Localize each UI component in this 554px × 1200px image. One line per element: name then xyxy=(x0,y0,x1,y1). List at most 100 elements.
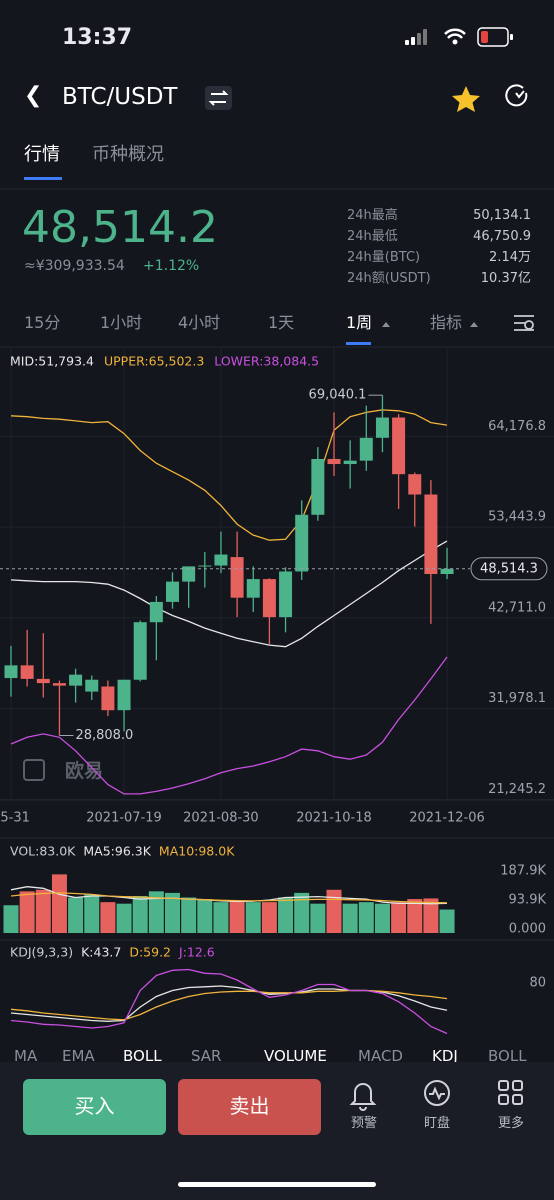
x-tick-label: 05-31 xyxy=(0,811,30,826)
indicator-tab[interactable]: BOLL xyxy=(123,1047,162,1065)
candle-body xyxy=(166,581,179,602)
volume-bar xyxy=(439,909,455,933)
tab-underline xyxy=(24,177,62,180)
volume-bar xyxy=(132,895,148,933)
annotation: 28,808.0 xyxy=(75,728,133,743)
history-icon[interactable] xyxy=(505,84,528,107)
candle-body xyxy=(327,458,341,465)
candle-body xyxy=(408,474,422,495)
y-tick-label: 0.000 xyxy=(509,922,546,937)
interval[interactable]: 4小时 xyxy=(178,313,221,332)
volume-bar xyxy=(68,897,84,933)
settings-icon[interactable] xyxy=(514,315,534,331)
volume-bar xyxy=(165,892,180,933)
candle-body xyxy=(182,566,196,582)
pair-title: BTC/USDT xyxy=(62,84,178,110)
volume-bar xyxy=(19,891,35,933)
indicator-tab[interactable]: VOLUME xyxy=(264,1047,327,1065)
candle-body xyxy=(117,679,131,711)
x-tick-label: 2021-10-18 xyxy=(296,811,372,826)
tab[interactable]: 币种概况 xyxy=(92,144,164,165)
candle-body xyxy=(392,417,406,475)
indicator-tab[interactable]: EMA xyxy=(62,1047,95,1065)
watch-label[interactable]: 盯盘 xyxy=(423,1116,450,1131)
change: +1.12% xyxy=(143,258,200,274)
indicator-tab[interactable]: MA xyxy=(14,1047,38,1065)
interval[interactable]: 15分 xyxy=(24,313,61,332)
tab-active[interactable]: 行情 xyxy=(24,144,60,165)
indicator-menu[interactable]: 指标 xyxy=(430,313,463,332)
x-tick-label: 2021-08-30 xyxy=(183,811,259,826)
candle-body xyxy=(295,514,309,572)
y-tick-label: 64,176.8 xyxy=(488,419,546,434)
volume-bar xyxy=(84,894,100,933)
legend-title: VOL:83.0K xyxy=(10,844,76,859)
indicator-tab[interactable]: SAR xyxy=(191,1047,222,1065)
indicator-line xyxy=(10,892,448,904)
candle-body xyxy=(424,494,438,575)
volume-bar xyxy=(391,902,407,933)
stat-label: 24h最低 xyxy=(347,229,398,244)
y-tick-label: 21,245.2 xyxy=(488,782,546,797)
volume-bar xyxy=(116,903,132,933)
x-tick-label: 2021-12-06 xyxy=(409,811,485,826)
alert-icon[interactable] xyxy=(349,1083,377,1111)
volume-bar xyxy=(213,902,229,933)
volume-bar xyxy=(35,889,51,933)
interval[interactable]: 1小时 xyxy=(100,313,143,332)
indicator-line xyxy=(10,540,448,648)
annotation: 69,040.1 xyxy=(309,388,367,403)
indicator-tab[interactable]: BOLL xyxy=(488,1047,527,1065)
interval-active[interactable]: 1周 xyxy=(346,313,373,332)
volume-bar xyxy=(3,905,19,933)
indicator-line xyxy=(10,656,448,795)
indicator-line xyxy=(10,989,448,1021)
candle-body xyxy=(4,665,18,679)
volume-bar xyxy=(229,900,245,933)
chart: 05-31 2021-07-19 2021-08-30 2021-10-18 2021-… xyxy=(0,27,554,1035)
candle-body xyxy=(214,554,228,566)
y-tick-label: 93.9K xyxy=(509,893,547,908)
status-icons xyxy=(405,27,513,47)
y-tick-label: 53,443.9 xyxy=(488,510,546,525)
indicator-tab[interactable]: MACD xyxy=(358,1047,403,1065)
action-icons xyxy=(349,1080,523,1111)
stat-value: 2.14万 xyxy=(489,250,531,265)
sell-button[interactable] xyxy=(178,1079,321,1135)
volume-bar xyxy=(423,898,439,933)
legend-entry: J:12.6 xyxy=(178,945,215,960)
legend-entry: UPPER:65,502.3 xyxy=(104,354,204,369)
y-tick-label: 31,978.1 xyxy=(488,691,546,706)
candle-body xyxy=(343,460,357,465)
buy-button[interactable] xyxy=(23,1079,166,1135)
more-label[interactable]: 更多 xyxy=(497,1116,524,1131)
volume-bar xyxy=(342,903,358,933)
more-icon[interactable] xyxy=(498,1080,509,1091)
interval[interactable]: 1天 xyxy=(268,313,295,332)
current-price-label: 48,514.3 xyxy=(480,561,538,576)
y-tick-label: 80 xyxy=(529,976,546,991)
y-tick-label: 42,711.0 xyxy=(488,600,546,615)
candle-body xyxy=(101,686,115,711)
favorite-star[interactable] xyxy=(452,86,480,112)
legend-entry: MA10:98.0K xyxy=(159,844,235,859)
watch-icon[interactable] xyxy=(424,1080,450,1106)
candle-body xyxy=(440,568,454,575)
legend-title: KDJ(9,3,3) xyxy=(10,945,73,960)
current-price-box xyxy=(470,557,548,581)
watermark: 欧易 xyxy=(65,760,104,782)
switch-icon[interactable] xyxy=(205,86,232,110)
back-button[interactable]: ❮ xyxy=(24,83,43,108)
candle-body xyxy=(36,678,50,684)
candle-body xyxy=(279,571,293,618)
y-tick-label: 187.9K xyxy=(500,864,546,879)
last-price: 48,514.2 xyxy=(22,202,218,253)
indicator-tab[interactable]: KDJ xyxy=(432,1047,458,1065)
candle-body xyxy=(52,683,66,686)
alert-label[interactable]: 预警 xyxy=(350,1116,377,1131)
candle-body xyxy=(20,665,34,679)
interval-underline xyxy=(346,342,371,345)
dropdown-arrows xyxy=(382,322,478,327)
candle-body xyxy=(133,622,147,680)
stat-label: 24h量(BTC) xyxy=(347,250,421,265)
